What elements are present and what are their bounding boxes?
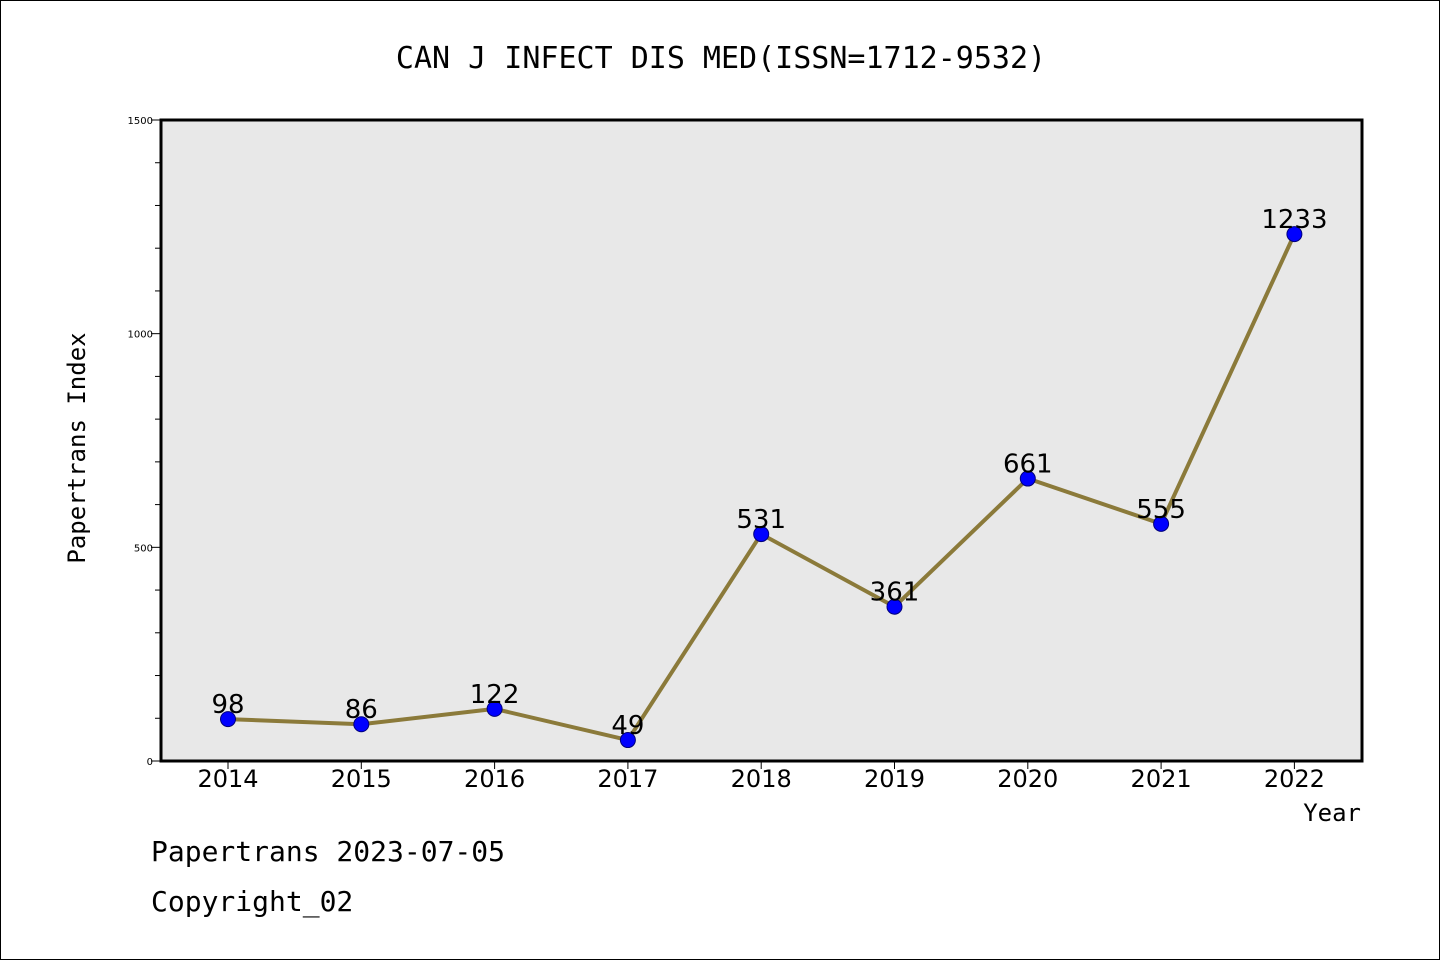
- x-axis-label: Year: [1303, 799, 1361, 827]
- x-tick-label: 2022: [1264, 765, 1325, 793]
- data-label: 49: [611, 711, 644, 741]
- footer-date: Papertrans 2023-07-05: [151, 835, 506, 868]
- y-axis: 0 500 1000 1500: [128, 116, 161, 768]
- data-label: 555: [1136, 495, 1186, 525]
- data-label: 122: [470, 680, 520, 710]
- data-point: [619, 732, 636, 749]
- y-tick-label: 500: [134, 543, 153, 554]
- data-label: 1233: [1261, 205, 1327, 235]
- y-tick-label: 0: [147, 757, 153, 768]
- x-tick-label: 2018: [731, 765, 792, 793]
- series: [220, 226, 1303, 749]
- x-tick-label: 2021: [1131, 765, 1192, 793]
- data-point: [1153, 515, 1170, 532]
- data-point: [220, 711, 236, 728]
- data-point: [753, 526, 770, 543]
- y-axis-label: Papertrans Index: [63, 332, 91, 563]
- data-label: 98: [211, 690, 244, 720]
- data-point: [886, 598, 903, 615]
- data-labels: 98 86 122 49 531 361 661 555 1233: [211, 205, 1327, 741]
- y-tick-label: 1000: [128, 330, 153, 341]
- plot-area: [159, 118, 1364, 763]
- chart-title: CAN J INFECT DIS MED(ISSN=1712-9532): [396, 41, 1046, 76]
- x-axis: 2014 2015 2016 2017 2018 2019 2020 2021 2022: [197, 761, 1325, 793]
- data-point: [1286, 226, 1303, 243]
- footer-copyright: Copyright_02: [151, 885, 354, 918]
- data-point: [486, 700, 503, 717]
- x-tick-label: 2017: [597, 765, 658, 793]
- data-point: [353, 716, 370, 733]
- y-tick-label: 1500: [128, 116, 153, 127]
- data-label: 361: [870, 578, 920, 608]
- x-tick-label: 2020: [997, 765, 1058, 793]
- x-tick-label: 2019: [864, 765, 925, 793]
- data-point: [1019, 470, 1036, 487]
- x-tick-label: 2015: [331, 765, 392, 793]
- x-tick-label: 2016: [464, 765, 525, 793]
- data-label: 531: [736, 505, 786, 535]
- data-label: 86: [345, 695, 378, 725]
- x-tick-label: 2014: [197, 765, 258, 793]
- data-label: 661: [1003, 450, 1053, 480]
